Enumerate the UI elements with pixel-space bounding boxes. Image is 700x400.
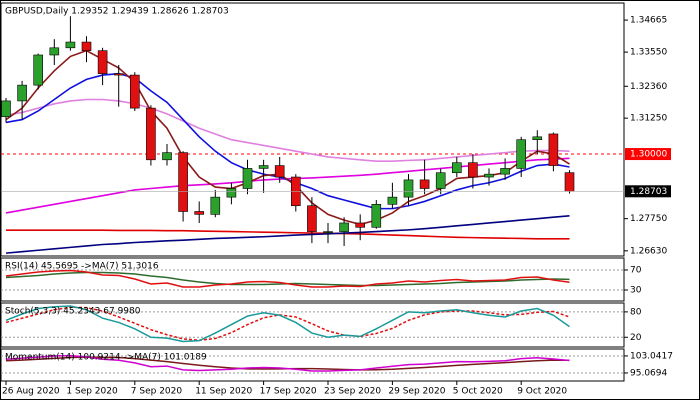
candle-body: [387, 196, 398, 205]
candle-body: [500, 168, 510, 175]
panel-title: Momentum(14) 100.9214 ->MA(7) 101.0189: [5, 353, 207, 363]
candle-body: [484, 173, 494, 178]
candle-body: [274, 165, 285, 178]
candle-body: [548, 133, 559, 166]
indicator-line: [5, 354, 570, 372]
candle-body: [65, 41, 76, 49]
x-tick-label: 7 Sep 2020: [131, 387, 183, 397]
panel-frame: [0, 2, 625, 257]
level-label: 1.30000: [630, 150, 667, 160]
indicator-line: [5, 306, 570, 341]
x-tick-label: 9 Oct 2020: [517, 387, 567, 397]
indicator-line: [5, 269, 570, 288]
moving-average: [6, 229, 570, 240]
candle-body: [17, 84, 27, 102]
x-tick-label: 29 Sep 2020: [388, 387, 445, 397]
candle-body: [33, 54, 44, 86]
candle-body: [339, 222, 349, 232]
y-tick-label: 1.26630: [630, 246, 667, 256]
panel-frame: [0, 302, 625, 348]
candle-body: [49, 47, 60, 56]
candle-body: [130, 74, 140, 109]
candle-body: [226, 188, 237, 198]
y-tick-label: 1.27750: [630, 214, 667, 224]
panel-title: RSI(14) 45.5695 ->MA(7) 51.3016: [5, 262, 159, 272]
x-tick-label: 23 Sep 2020: [324, 387, 381, 397]
panel-title: Stoch(5,3,3) 45.2343 67.9980: [5, 307, 141, 317]
indicator-line: [5, 305, 570, 343]
y-tick-label: 20: [630, 333, 642, 343]
candle-body: [419, 179, 430, 189]
candle-body: [162, 152, 172, 161]
candle-body: [178, 152, 188, 212]
candle-body: [1, 100, 11, 118]
y-tick-label: 1.31250: [630, 114, 667, 124]
x-tick-label: 5 Oct 2020: [453, 387, 503, 397]
price-label: 1.28703: [630, 187, 667, 197]
panel-title: GBPUSD,Daily 1.29352 1.29439 1.28626 1.2…: [5, 7, 229, 17]
candle-body: [307, 205, 317, 232]
candle-body: [323, 231, 333, 233]
y-tick-label: 30: [630, 286, 642, 296]
panel-frame: [0, 257, 625, 302]
moving-average: [5, 98, 570, 163]
y-tick-label: 1.34665: [630, 16, 667, 26]
y-tick-label: 103.0417: [630, 351, 673, 361]
y-tick-label: 95.0694: [630, 368, 667, 378]
candle-body: [451, 162, 462, 174]
candle-body: [194, 211, 204, 215]
moving-average: [5, 214, 570, 254]
candle-body: [532, 136, 543, 140]
y-tick-label: 1.32360: [630, 82, 667, 92]
candle-body: [371, 204, 382, 228]
candle-body: [97, 50, 108, 74]
candle-body: [468, 162, 478, 178]
x-tick-label: 1 Sep 2020: [66, 387, 118, 397]
x-tick-label: 26 Aug 2020: [2, 387, 60, 397]
y-tick-label: 1.33550: [630, 48, 667, 58]
y-tick-label: 80: [630, 307, 642, 317]
level-label-box: [625, 148, 671, 161]
candle-body: [113, 73, 124, 76]
candle-body: [258, 165, 269, 169]
panel-frame: [0, 348, 625, 382]
x-tick-label: 11 Sep 2020: [195, 387, 252, 397]
candle-body: [435, 172, 446, 189]
candle-body: [210, 196, 221, 215]
candle-body: [355, 222, 366, 228]
candle-body: [403, 179, 414, 198]
price-label-box: [625, 185, 671, 198]
candle-body: [516, 139, 527, 169]
candle-body: [242, 168, 253, 189]
y-tick-label: 70: [630, 266, 642, 276]
candle-body: [564, 172, 575, 192]
candle-body: [81, 41, 92, 51]
candle-body: [146, 107, 156, 161]
x-tick-label: 17 Sep 2020: [260, 387, 317, 397]
